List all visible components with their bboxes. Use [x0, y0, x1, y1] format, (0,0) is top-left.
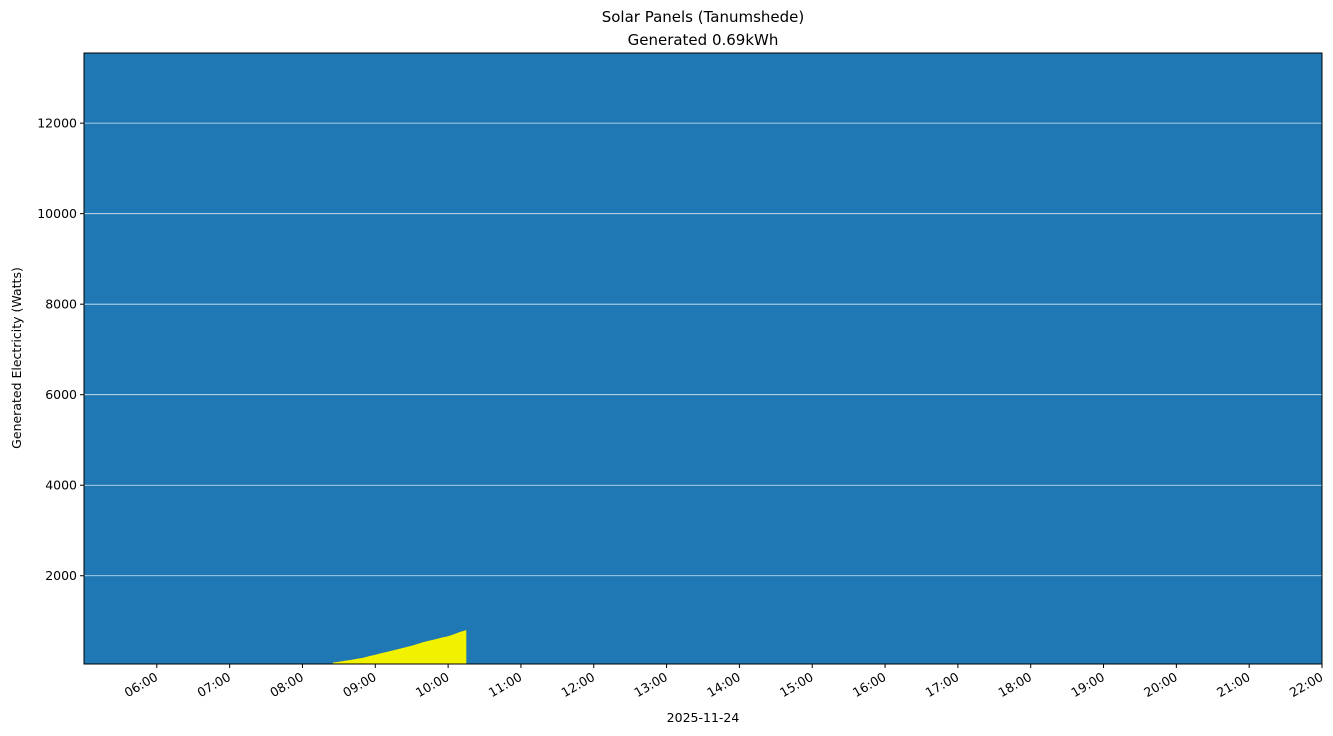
- x-tick-label: 22:00: [1287, 669, 1326, 700]
- y-tick-label: 10000: [37, 206, 77, 221]
- x-tick-label: 06:00: [122, 669, 161, 700]
- x-tick-label: 14:00: [704, 669, 743, 700]
- x-tick-label: 07:00: [194, 669, 233, 700]
- x-tick-label: 11:00: [486, 669, 525, 700]
- plot-frame: [83, 52, 1323, 665]
- y-tick-label: 12000: [37, 116, 77, 131]
- grid-lines: [84, 122, 1322, 577]
- y-axis-label: Generated Electricity (Watts): [9, 267, 24, 449]
- y-tick-label: 6000: [45, 387, 77, 402]
- x-tick-label: 20:00: [1141, 669, 1180, 700]
- x-axis-label: 2025-11-24: [667, 710, 740, 725]
- chart-title: Solar Panels (Tanumshede): [602, 8, 805, 26]
- x-axis: 06:00 07:00 08:00 09:00 10:00 11:00 12:00 13:00…: [122, 664, 1326, 700]
- y-tick-label: 8000: [45, 297, 77, 312]
- x-tick-label: 16:00: [850, 669, 889, 700]
- plot-area: [84, 53, 1322, 664]
- x-tick-label: 18:00: [996, 669, 1035, 700]
- x-tick-label: 13:00: [631, 669, 670, 700]
- x-tick-label: 19:00: [1068, 669, 1107, 700]
- x-tick-label: 09:00: [340, 669, 379, 700]
- generation-area: [332, 630, 467, 664]
- x-tick-label: 21:00: [1214, 669, 1253, 700]
- y-tick-label: 2000: [45, 568, 77, 583]
- x-tick-label: 17:00: [923, 669, 962, 700]
- chart-subtitle: Generated 0.69kWh: [628, 31, 779, 49]
- x-tick-label: 15:00: [777, 669, 816, 700]
- x-tick-label: 12:00: [559, 669, 598, 700]
- x-tick-label: 10:00: [413, 669, 452, 700]
- y-tick-label: 4000: [45, 478, 77, 493]
- x-tick-label: 08:00: [267, 669, 306, 700]
- y-axis: 2000 4000 6000 8000 10000 12000: [37, 116, 84, 583]
